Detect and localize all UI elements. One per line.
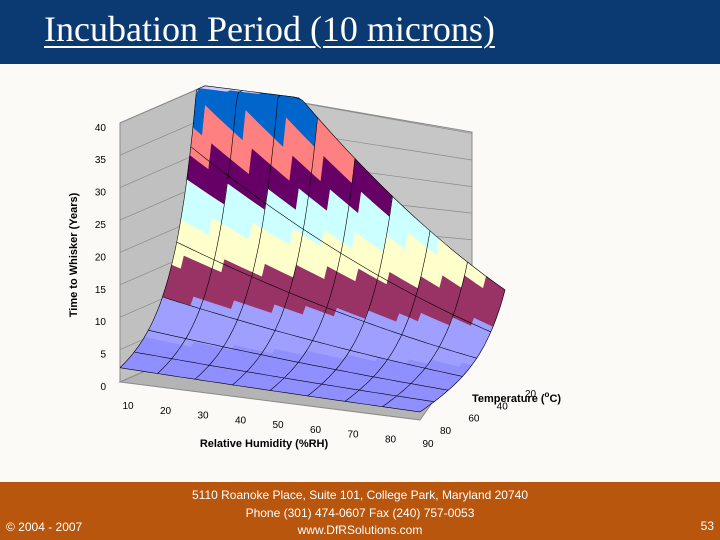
z-tick-label: 35	[95, 155, 107, 166]
surface-gridline-temperature	[204, 85, 506, 291]
surface-gridline-temperature	[119, 367, 421, 413]
temperature-tick-label: 40	[497, 401, 509, 412]
humidity-tick-label: 40	[235, 415, 247, 426]
humidity-tick-label: 30	[197, 411, 209, 422]
z-tick-label: 15	[95, 285, 107, 296]
surface-gridline-temperature	[190, 146, 491, 333]
chart-surface	[119, 85, 506, 413]
temperature-tick-label: 80	[440, 426, 452, 437]
y-axis-label-sup: o	[545, 390, 550, 399]
website-link[interactable]: www.DfRSolutions.com	[297, 523, 423, 537]
footer-address: 5110 Roanoke Place, Suite 101, College P…	[150, 487, 570, 540]
y-axis-label: Temperature (oC)	[472, 390, 561, 405]
z-axis-label: Time to Whisker (Years)	[68, 192, 80, 317]
y-axis-label-pre: Temperature (	[472, 393, 545, 405]
humidity-tick-label: 90	[422, 439, 434, 450]
slide-footer: © 2004 - 2007 5110 Roanoke Place, Suite …	[0, 482, 720, 540]
z-tick-label: 0	[100, 382, 106, 393]
humidity-tick-label: 20	[160, 406, 172, 417]
humidity-tick-label: 80	[385, 434, 397, 445]
page-number: 53	[700, 519, 714, 533]
z-tick-label: 20	[95, 252, 107, 263]
surface-chart: 0 5 10 15 20 25 30 35 40 10 20 30 40 50 60 70 80 90 20 40…	[68, 85, 561, 450]
y-axis-label-post: C)	[549, 393, 561, 405]
z-tick-label: 25	[95, 220, 107, 231]
humidity-tick-label: 70	[347, 430, 359, 441]
z-tick-label: 30	[95, 188, 107, 199]
copyright-text: © 2004 - 2007	[6, 520, 83, 534]
address-line: 5110 Roanoke Place, Suite 101, College P…	[192, 488, 528, 502]
x-axis-label: Relative Humidity (%RH)	[200, 438, 329, 450]
temperature-axis-ticks: 20 40 60 80	[440, 389, 537, 437]
slide-header: Incubation Period (10 microns)	[0, 0, 720, 64]
slide-title: Incubation Period (10 microns)	[44, 9, 495, 49]
surface-gridline-temperature	[148, 329, 449, 391]
temperature-tick-label: 60	[468, 414, 480, 425]
surface-gridline-temperature	[134, 351, 435, 402]
phone-fax-line: Phone (301) 474-0607 Fax (240) 757-0053	[245, 505, 475, 520]
temperature-tick-label: 20	[525, 389, 537, 400]
gridline-left-wall	[119, 85, 206, 124]
humidity-tick-label: 60	[310, 425, 322, 436]
z-tick-label: 5	[100, 350, 106, 361]
surface-gridline-temperature	[176, 241, 477, 359]
z-tick-label: 10	[95, 317, 107, 328]
humidity-tick-label: 10	[122, 401, 134, 412]
humidity-axis-ticks: 10 20 30 40 50 60 70 80 90	[122, 401, 434, 450]
surface-gridline-temperature	[162, 296, 463, 377]
z-axis-ticks: 0 5 10 15 20 25 30 35 40	[95, 123, 107, 393]
z-tick-label: 40	[95, 123, 107, 134]
humidity-tick-label: 50	[272, 420, 284, 431]
gridline-left-wall	[119, 117, 206, 156]
